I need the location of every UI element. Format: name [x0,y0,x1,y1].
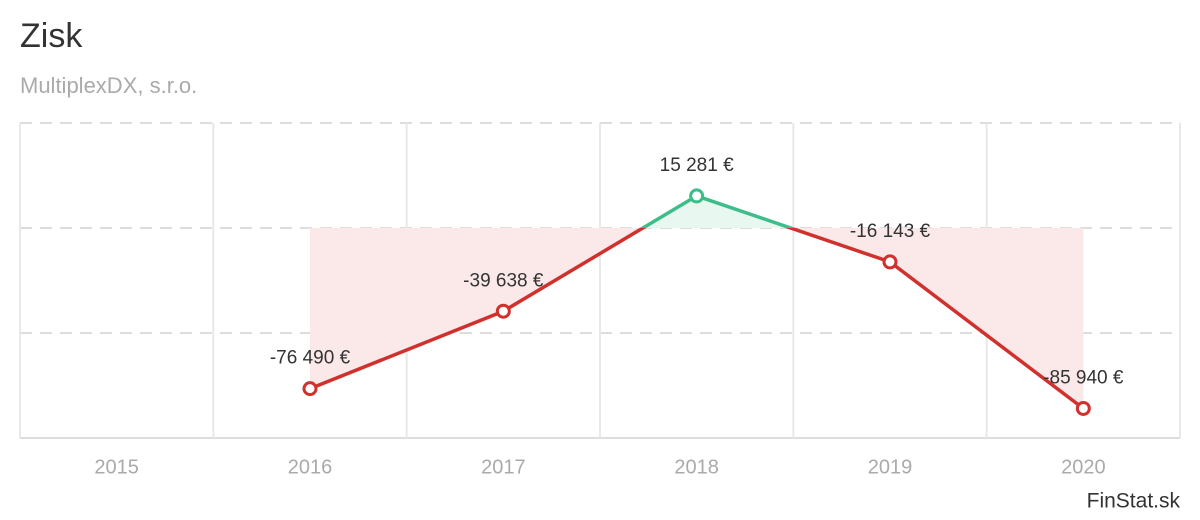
x-tick-label: 2019 [868,456,913,478]
data-label: -76 490 € [270,348,351,369]
point [689,188,705,204]
chart-title: Zisk [20,17,83,55]
area [310,228,1084,409]
x-tick-label: 2017 [481,456,526,478]
point [882,254,898,270]
x-tick-label: 2018 [674,456,719,478]
area-positive [310,195,1084,228]
credit: FinStat.sk [1087,490,1181,513]
line [309,228,1085,410]
x-tick-label: 2016 [288,456,333,478]
data-label: -39 638 € [463,270,544,291]
point [1075,400,1091,416]
x-tick-label: 2015 [94,456,139,478]
data-label: -16 143 € [850,221,931,242]
x-tick-label: 2020 [1061,456,1106,478]
point [495,303,511,319]
data-label: -85 940 € [1043,367,1124,388]
chart-subtitle: MultiplexDX, s.r.o. [20,73,197,98]
data-label: 15 281 € [660,155,734,176]
point [302,381,318,397]
